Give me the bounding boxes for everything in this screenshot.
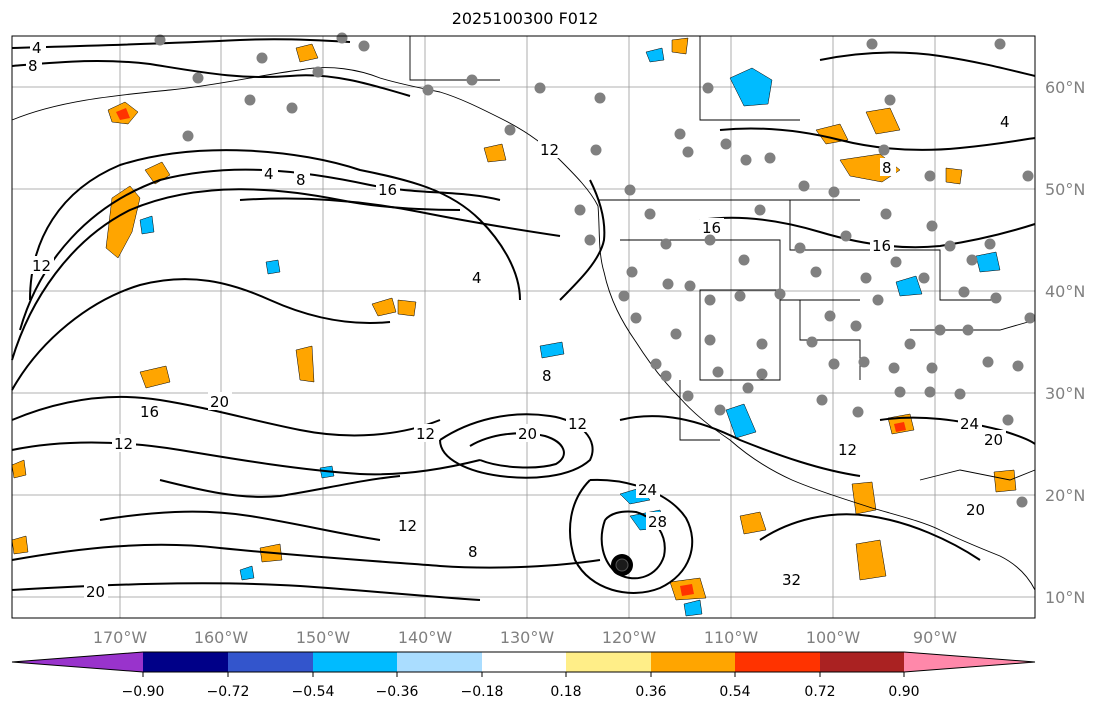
colorbar-segment	[566, 652, 651, 672]
colorbar: −0.90 −0.72 −0.54 −0.36 −0.18 0.18 0.36 …	[11, 651, 1036, 700]
contour-label: 20	[966, 501, 985, 519]
contour-label: 4	[264, 165, 274, 183]
longitude-label: 120°W	[602, 628, 657, 647]
contour-label: 20	[86, 583, 105, 601]
contour-label: 12	[32, 257, 51, 275]
graticule	[12, 36, 1035, 618]
contour-label: 16	[378, 181, 397, 199]
colorbar-segment	[143, 652, 228, 672]
longitude-label: 90°W	[913, 628, 957, 647]
colorbar-tick-label: 0.72	[804, 684, 835, 700]
colorbar-segment	[651, 652, 735, 672]
colorbar-tick-label: −0.36	[376, 684, 419, 700]
contour-label: 12	[114, 435, 133, 453]
colorbar-segment	[482, 652, 566, 672]
contour-label: 12	[416, 425, 435, 443]
colorbar-segment	[904, 652, 1035, 672]
colorbar-segment	[397, 652, 482, 672]
colorbar-tick-label: −0.18	[461, 684, 504, 700]
longitude-label: 130°W	[500, 628, 555, 647]
contour-label: 4	[472, 269, 482, 287]
longitude-label: 170°W	[93, 628, 148, 647]
contour-label: 12	[838, 441, 857, 459]
latitude-axis: 60°N 50°N 40°N 30°N 20°N 10°N	[1045, 78, 1085, 607]
colorbar-segment	[820, 652, 904, 672]
latitude-label: 10°N	[1045, 588, 1085, 607]
contour-label: 24	[638, 481, 657, 499]
cyclone-marker	[611, 554, 633, 576]
longitude-label: 150°W	[296, 628, 351, 647]
colorbar-tick-label: 0.36	[635, 684, 666, 700]
map-border	[11, 35, 1036, 619]
contour-label: 8	[882, 159, 892, 177]
colorbar-tick-label: −0.90	[122, 684, 165, 700]
contour-label: 8	[468, 543, 478, 561]
latitude-label: 60°N	[1045, 78, 1085, 97]
colorbar-segment	[735, 652, 820, 672]
map-title: 2025100300 F012	[451, 9, 599, 28]
contour-label: 20	[210, 393, 229, 411]
longitude-axis: 170°W 160°W 150°W 140°W 130°W 120°W 110°…	[93, 628, 957, 647]
longitude-label: 100°W	[806, 628, 861, 647]
colorbar-segment	[12, 652, 143, 672]
contour-label: 28	[648, 513, 667, 531]
colorbar-tick-label: 0.54	[719, 684, 750, 700]
latitude-label: 50°N	[1045, 180, 1085, 199]
contour-label: 16	[872, 237, 891, 255]
contour-label: 12	[398, 517, 417, 535]
contour-label: 8	[296, 171, 306, 189]
contour-labels: 4 8 4 8 16 4 12 16 12 20 8 12 20 12 24 2…	[26, 38, 1014, 601]
contour-label: 16	[702, 219, 721, 237]
contour-label: 24	[960, 415, 979, 433]
contour-label: 20	[518, 425, 537, 443]
colorbar-tick-label: 0.90	[888, 684, 919, 700]
contour-label: 32	[782, 571, 801, 589]
contour-label: 12	[540, 141, 559, 159]
contour-label: 20	[984, 431, 1003, 449]
colorbar-tick-label: −0.72	[207, 684, 250, 700]
colorbar-segment	[228, 652, 313, 672]
contour-label: 12	[568, 415, 587, 433]
colorbar-segment	[313, 652, 397, 672]
map-area	[12, 36, 1035, 618]
colorbar-tick-label: 0.18	[550, 684, 581, 700]
shading-strong-positive	[116, 108, 906, 596]
colorbar-tick-label: −0.54	[292, 684, 335, 700]
contour-label: 8	[28, 57, 38, 75]
contour-label: 4	[32, 39, 42, 57]
latitude-label: 40°N	[1045, 282, 1085, 301]
station-dots	[154, 32, 1036, 508]
longitude-label: 110°W	[704, 628, 759, 647]
coastlines	[11, 36, 1036, 591]
longitude-label: 160°W	[194, 628, 249, 647]
latitude-label: 20°N	[1045, 486, 1085, 505]
contour-label: 4	[1000, 113, 1010, 131]
contour-label: 8	[542, 367, 552, 385]
latitude-label: 30°N	[1045, 384, 1085, 403]
longitude-label: 140°W	[398, 628, 453, 647]
contour-label: 16	[140, 403, 159, 421]
